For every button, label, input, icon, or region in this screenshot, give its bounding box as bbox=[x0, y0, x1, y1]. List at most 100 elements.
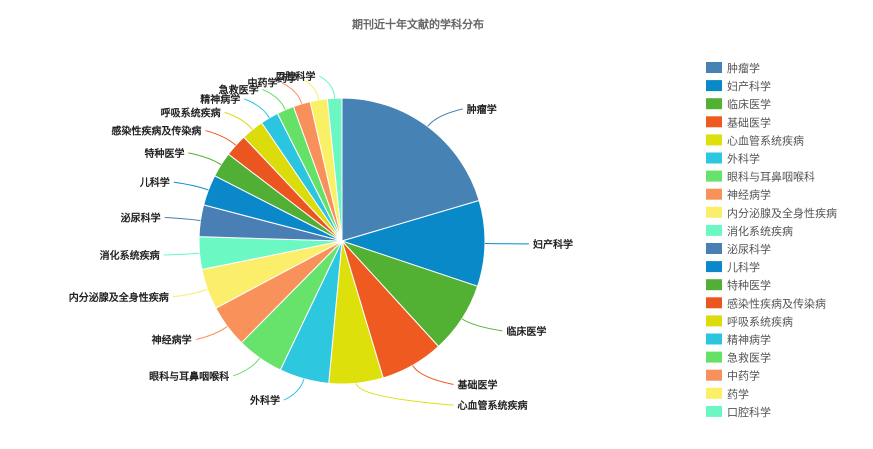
legend-swatch-slice-3 bbox=[706, 116, 722, 128]
legend-label-slice-2: 临床医学 bbox=[727, 97, 771, 111]
legend-label-slice-14: 呼吸系统疾病 bbox=[727, 314, 793, 328]
pie-label-slice-2: 临床医学 bbox=[506, 325, 546, 338]
legend-swatch-slice-10 bbox=[706, 243, 722, 254]
pie-label-slice-5: 外科学 bbox=[249, 394, 280, 407]
legend-label-slice-18: 药学 bbox=[727, 387, 749, 401]
legend-label-slice-17: 中药学 bbox=[727, 369, 760, 383]
legend: 肿瘤学妇产科学临床医学基础医学心血管系统疾病外科学眼科与耳鼻咽喉科神经病学内分泌… bbox=[706, 61, 837, 419]
legend-label-slice-12: 特种医学 bbox=[727, 278, 771, 292]
pie-label-slice-8: 内分泌腺及全身性疾病 bbox=[69, 291, 169, 304]
leader-line-slice-16 bbox=[262, 89, 286, 110]
leader-line-slice-10 bbox=[164, 217, 201, 222]
legend-label-slice-3: 基础医学 bbox=[727, 115, 771, 129]
leader-line-slice-19 bbox=[319, 75, 336, 99]
pie-label-slice-12: 特种医学 bbox=[144, 147, 184, 160]
pie-label-slice-1: 妇产科学 bbox=[532, 238, 573, 251]
leader-line-slice-13 bbox=[205, 130, 237, 146]
legend-item-slice-7[interactable]: 神经病学 bbox=[706, 188, 771, 202]
legend-label-slice-9: 消化系统疾病 bbox=[727, 224, 793, 238]
leader-line-slice-7 bbox=[195, 326, 228, 341]
leader-line-slice-11 bbox=[173, 181, 209, 191]
pie-label-slice-13: 感染性疾病及传染病 bbox=[111, 125, 201, 138]
legend-label-slice-16: 急救医学 bbox=[727, 351, 771, 365]
legend-item-slice-6[interactable]: 眼科与耳鼻咽喉科 bbox=[706, 170, 815, 184]
pie-label-slice-3: 基础医学 bbox=[457, 378, 498, 391]
pie-label-slice-10: 泌尿科学 bbox=[121, 212, 161, 225]
legend-swatch-slice-9 bbox=[706, 224, 722, 236]
legend-item-slice-2[interactable]: 临床医学 bbox=[706, 97, 771, 111]
legend-swatch-slice-15 bbox=[706, 333, 722, 345]
legend-swatch-slice-7 bbox=[706, 188, 722, 200]
chart-title: 期刊近十年文献的学科分布 bbox=[352, 17, 484, 31]
pie-label-slice-19: 口腔科学 bbox=[276, 70, 316, 83]
legend-swatch-slice-8 bbox=[706, 206, 722, 218]
leader-line-slice-14 bbox=[224, 111, 253, 130]
legend-item-slice-9[interactable]: 消化系统疾病 bbox=[706, 224, 793, 238]
legend-swatch-slice-1 bbox=[706, 80, 722, 92]
leader-line-slice-18 bbox=[300, 77, 320, 100]
legend-swatch-slice-14 bbox=[706, 315, 722, 327]
legend-item-slice-16[interactable]: 急救医学 bbox=[706, 351, 771, 365]
legend-item-slice-17[interactable]: 中药学 bbox=[706, 369, 760, 383]
legend-item-slice-1[interactable]: 妇产科学 bbox=[706, 79, 771, 93]
leader-line-slice-15 bbox=[244, 98, 270, 119]
pie-label-slice-7: 神经病学 bbox=[152, 334, 192, 347]
leader-line-slice-2 bbox=[461, 318, 503, 332]
legend-swatch-slice-17 bbox=[706, 369, 722, 381]
legend-item-slice-13[interactable]: 感染性疾病及传染病 bbox=[706, 296, 826, 310]
leader-line-slice-17 bbox=[281, 82, 303, 104]
leader-line-slice-0 bbox=[427, 108, 463, 127]
legend-label-slice-10: 泌尿科学 bbox=[727, 242, 771, 256]
legend-label-slice-4: 心血管系统疾病 bbox=[727, 133, 804, 147]
legend-item-slice-8[interactable]: 内分泌腺及全身性疾病 bbox=[706, 206, 837, 220]
pie-slice-slice-1[interactable] bbox=[340, 199, 486, 287]
legend-swatch-slice-6 bbox=[706, 170, 722, 182]
pie-label-slice-6: 眼科与耳鼻咽喉科 bbox=[149, 370, 229, 383]
leader-line-slice-5 bbox=[283, 378, 305, 401]
legend-item-slice-14[interactable]: 呼吸系统疾病 bbox=[706, 314, 793, 328]
pie-label-slice-17: 中药学 bbox=[248, 77, 278, 90]
legend-item-slice-11[interactable]: 儿科学 bbox=[706, 260, 760, 274]
legend-item-slice-12[interactable]: 特种医学 bbox=[706, 278, 771, 292]
legend-swatch-slice-2 bbox=[706, 98, 722, 110]
legend-item-slice-18[interactable]: 药学 bbox=[706, 387, 749, 401]
legend-item-slice-0[interactable]: 肿瘤学 bbox=[706, 61, 760, 75]
legend-label-slice-5: 外科学 bbox=[727, 152, 760, 166]
leader-line-slice-6 bbox=[232, 357, 261, 377]
legend-swatch-slice-16 bbox=[706, 351, 722, 363]
legend-swatch-slice-11 bbox=[706, 261, 722, 273]
legend-item-slice-15[interactable]: 精神病学 bbox=[706, 333, 771, 347]
pie-label-slice-9: 消化系统疾病 bbox=[100, 249, 160, 262]
legend-label-slice-1: 妇产科学 bbox=[727, 79, 771, 93]
pie-label-slice-11: 儿科学 bbox=[139, 176, 170, 189]
legend-swatch-slice-18 bbox=[706, 387, 722, 399]
legend-label-slice-19: 口腔科学 bbox=[727, 405, 771, 419]
legend-item-slice-10[interactable]: 泌尿科学 bbox=[706, 242, 771, 256]
leader-line-slice-4 bbox=[355, 383, 454, 406]
legend-item-slice-3[interactable]: 基础医学 bbox=[706, 115, 771, 129]
legend-swatch-slice-5 bbox=[706, 152, 722, 164]
legend-label-slice-11: 儿科学 bbox=[727, 260, 760, 274]
leader-line-slice-8 bbox=[172, 288, 208, 298]
legend-item-slice-19[interactable]: 口腔科学 bbox=[706, 405, 771, 419]
pie-label-slice-18: 药学 bbox=[277, 72, 297, 85]
legend-swatch-slice-19 bbox=[706, 405, 722, 417]
pie-label-slice-14: 呼吸系统疾病 bbox=[161, 106, 221, 119]
legend-label-slice-7: 神经病学 bbox=[727, 188, 771, 202]
pie-label-slice-16: 急救医学 bbox=[219, 84, 259, 97]
pie-label-slice-15: 精神病学 bbox=[200, 93, 240, 106]
leader-line-slice-3 bbox=[412, 365, 454, 385]
legend-item-slice-4[interactable]: 心血管系统疾病 bbox=[706, 133, 804, 147]
pie-slice-slice-0[interactable] bbox=[341, 97, 480, 242]
legend-item-slice-5[interactable]: 外科学 bbox=[706, 152, 760, 166]
legend-label-slice-15: 精神病学 bbox=[727, 333, 771, 347]
legend-swatch-slice-12 bbox=[706, 279, 722, 291]
legend-label-slice-13: 感染性疾病及传染病 bbox=[727, 296, 826, 310]
pie-label-slice-0: 肿瘤学 bbox=[467, 103, 497, 116]
legend-swatch-slice-4 bbox=[706, 134, 722, 146]
leader-line-slice-12 bbox=[188, 152, 222, 166]
pie-label-slice-4: 心血管系统疾病 bbox=[458, 399, 528, 412]
pie-slices bbox=[198, 97, 486, 385]
